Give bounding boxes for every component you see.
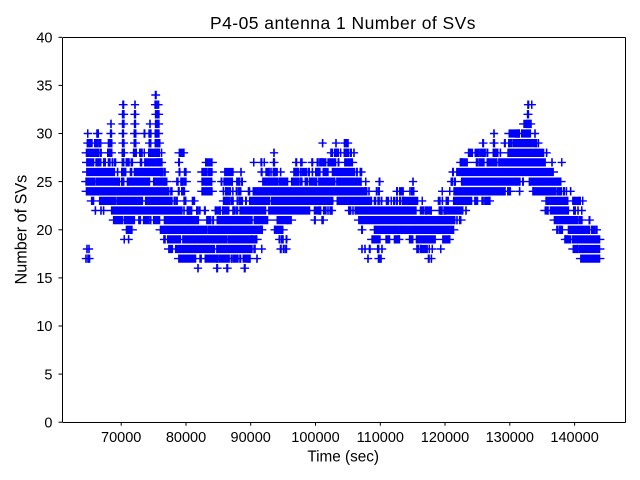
svg-text:0: 0: [44, 415, 52, 431]
svg-text:110000: 110000: [357, 430, 404, 446]
svg-text:140000: 140000: [550, 430, 598, 446]
svg-text:10: 10: [36, 319, 52, 335]
svg-text:130000: 130000: [486, 430, 534, 446]
svg-text:100000: 100000: [291, 430, 339, 446]
svg-text:30: 30: [36, 127, 52, 143]
svg-text:70000: 70000: [101, 430, 141, 446]
svg-text:120000: 120000: [421, 430, 469, 446]
svg-text:P4-05 antenna 1 Number of SVs: P4-05 antenna 1 Number of SVs: [210, 13, 476, 33]
svg-text:5: 5: [44, 367, 52, 383]
svg-text:40: 40: [36, 31, 52, 47]
svg-text:Number of SVs: Number of SVs: [13, 175, 31, 285]
svg-text:90000: 90000: [231, 430, 271, 446]
svg-text:35: 35: [36, 79, 52, 95]
svg-text:15: 15: [36, 271, 52, 287]
svg-text:25: 25: [36, 175, 52, 191]
svg-text:Time (sec): Time (sec): [307, 448, 379, 465]
svg-text:20: 20: [36, 223, 52, 239]
svg-text:80000: 80000: [166, 430, 206, 446]
